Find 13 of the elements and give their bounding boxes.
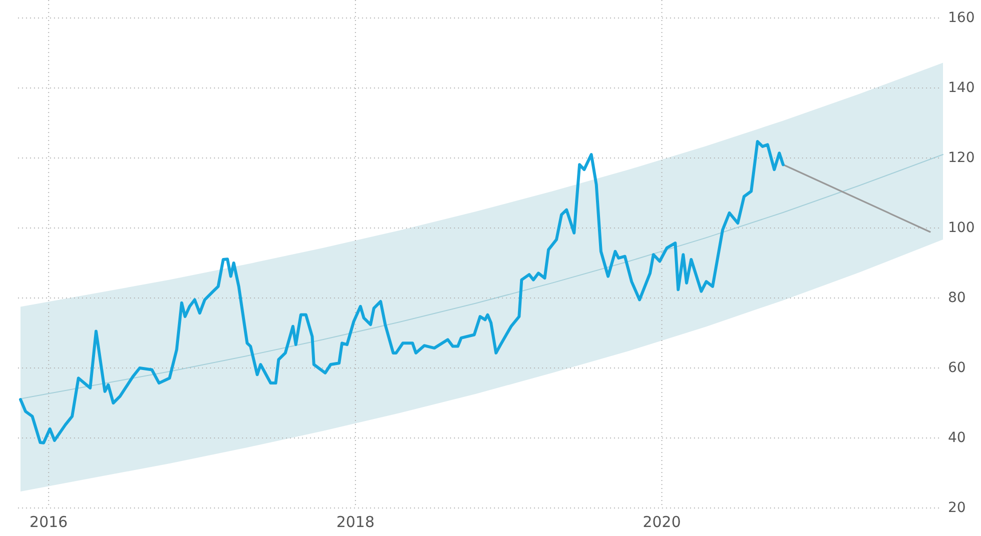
y-tick-label: 160 <box>948 10 975 26</box>
y-tick-label: 20 <box>948 500 966 516</box>
line-series <box>19 140 785 444</box>
x-tick-label: 2020 <box>642 513 681 531</box>
y-tick-label: 100 <box>948 220 975 236</box>
y-tick-label: 80 <box>948 290 966 306</box>
y-tick-label: 40 <box>948 430 966 446</box>
x-tick-label: 2018 <box>336 513 375 531</box>
y-tick-label: 120 <box>948 150 975 166</box>
line-series <box>20 154 944 400</box>
x-tick-label: 2016 <box>30 513 68 531</box>
y-tick-label: 60 <box>948 360 966 376</box>
y-tick-label: 140 <box>948 80 975 96</box>
